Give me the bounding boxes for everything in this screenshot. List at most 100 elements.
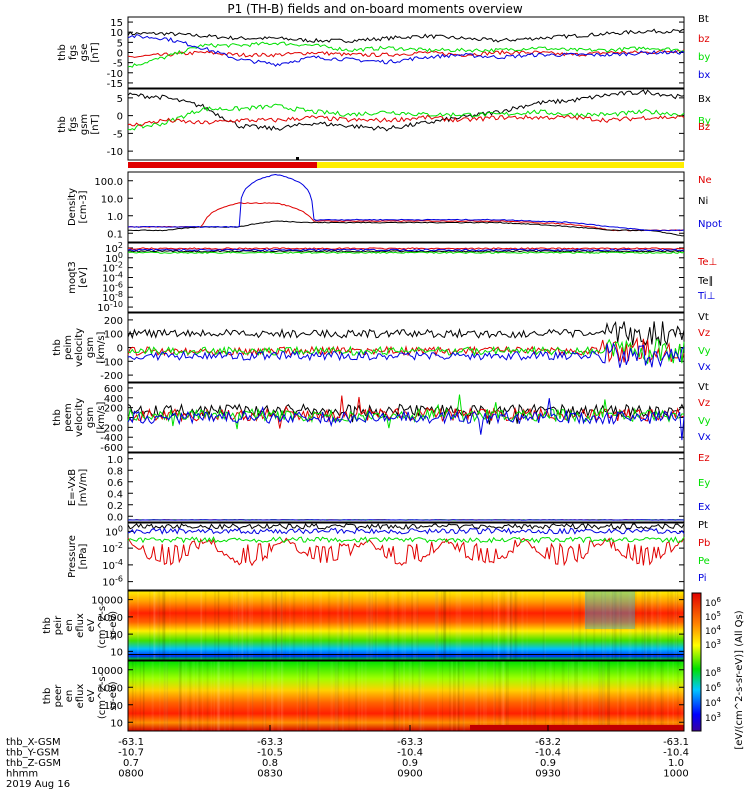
x-row-value: -63.3 <box>257 737 283 748</box>
series-line-Vx <box>127 342 685 368</box>
spectrogram-fill <box>128 591 684 660</box>
y-axis-label: [nPa] <box>78 543 89 569</box>
spectrogram-texture <box>397 661 401 731</box>
spectrogram-texture <box>181 661 185 731</box>
spectrogram-texture <box>501 661 504 731</box>
legend-Ex: Ex <box>698 502 710 513</box>
y-tick-label: 10 <box>110 647 123 658</box>
spectrogram-texture <box>280 661 283 731</box>
spectrogram-texture <box>514 591 517 660</box>
spectrogram-texture <box>289 591 291 660</box>
spectrogram-texture <box>319 591 323 660</box>
x-row-value: 0900 <box>397 769 422 780</box>
spectrogram-texture <box>527 661 529 731</box>
spectrogram-texture <box>284 591 286 660</box>
spectrogram-texture <box>656 591 660 660</box>
y-axis-label: thb <box>57 44 68 61</box>
legend-Bz: Bz <box>698 122 710 133</box>
spectrogram-texture <box>153 591 157 660</box>
panel-frame <box>127 522 685 591</box>
y-tick-label: 1.0 <box>107 212 123 223</box>
y-tick-label: -600 <box>100 443 123 454</box>
x-row-value: -10.5 <box>257 748 283 759</box>
spectrogram-texture <box>298 661 301 731</box>
spectrogram-texture <box>391 591 395 660</box>
spectrogram-texture <box>157 591 161 660</box>
legend-Te∥: Te∥ <box>697 276 714 287</box>
spectrogram-texture <box>248 591 252 660</box>
spectrogram-texture <box>213 661 216 731</box>
x-row-label: thb_Y-GSM <box>6 748 59 759</box>
spectrogram-texture <box>510 591 512 660</box>
spectrogram-texture <box>601 591 604 660</box>
series-line-Vx <box>127 398 685 441</box>
legend-Pt: Pt <box>698 520 708 531</box>
spectrogram-texture <box>521 591 524 660</box>
spectrogram-texture <box>457 661 460 731</box>
colorbar-tick: 106 <box>705 681 721 694</box>
series-line-Pe <box>127 536 685 544</box>
x-row-value: 0.8 <box>262 758 278 769</box>
spectrogram-texture <box>163 591 166 660</box>
spectrogram-texture <box>572 591 574 660</box>
spectrogram-texture <box>398 591 400 660</box>
spectrogram-texture <box>437 591 439 660</box>
y-tick-label: 600 <box>104 384 123 395</box>
legend-Ez: Ez <box>698 453 710 464</box>
spectrogram-texture <box>636 661 639 731</box>
x-row-value: -63.1 <box>663 737 689 748</box>
spectrogram-texture <box>128 591 131 660</box>
spectrogram-texture <box>549 661 552 731</box>
spectrogram-texture <box>398 661 401 731</box>
spectrogram-texture <box>583 591 586 660</box>
spectrogram-texture <box>334 661 337 731</box>
spectrogram-texture <box>443 591 446 660</box>
spectrogram-texture <box>185 591 188 660</box>
spectrogram-texture <box>642 661 645 731</box>
x-row-value: -10.4 <box>397 748 423 759</box>
colorbar-tick: 103 <box>705 638 721 651</box>
spectrogram-texture <box>674 591 676 660</box>
colorbar-strip <box>691 592 702 732</box>
y-tick-label: 100.0 <box>94 177 123 188</box>
spectrogram-texture <box>544 591 546 660</box>
colorbar-tick: 104 <box>705 696 721 709</box>
x-row-value: -10.4 <box>663 748 689 759</box>
spectrogram-texture <box>218 661 221 731</box>
spectrogram-texture <box>274 591 277 660</box>
spectrogram-texture <box>142 661 145 731</box>
spectrogram-texture <box>383 661 386 731</box>
spectrogram-texture <box>435 591 439 660</box>
spectrogram-texture <box>277 661 281 731</box>
spectrogram-texture <box>579 661 583 731</box>
spectrogram-texture <box>416 591 418 660</box>
spectrogram-texture <box>241 591 244 660</box>
x-axis-annotation: thb_X-GSM -63.1 -63.3 -63.3 -63.2 -63.1 thb_Y-… <box>6 725 689 790</box>
spectrogram-texture <box>305 591 307 660</box>
spectrogram-texture <box>507 591 510 660</box>
spectrogram-texture <box>634 591 637 660</box>
y-tick-label: 100 <box>104 330 123 341</box>
y-tick-label: -200 <box>100 371 123 382</box>
spectrogram-texture <box>493 661 496 731</box>
y-axis-label: peer <box>53 684 64 708</box>
spectrogram-texture <box>602 661 606 731</box>
legend-Bt: Bt <box>698 14 709 25</box>
spectrogram-texture <box>201 661 204 731</box>
x-row-label: hhmm <box>6 769 38 780</box>
legend-Bx: Bx <box>698 94 711 105</box>
y-tick-label: 200 <box>104 316 123 327</box>
panel-8: 100 10-2 10-4 10-6 Pressure [nPa] Pt Pb Pe Pi <box>67 520 710 591</box>
spectrogram-texture <box>578 591 582 660</box>
spectrogram-texture <box>418 661 421 731</box>
spectrogram-texture <box>336 661 340 731</box>
y-tick-label: 0.8 <box>107 466 123 477</box>
spectrogram-texture <box>618 591 621 660</box>
spectrogram-texture <box>506 591 510 660</box>
spectrogram-texture <box>480 661 482 731</box>
spectrogram-texture <box>614 591 617 660</box>
y-axis-label: gsm <box>85 337 96 358</box>
y-tick-label: 400 <box>104 394 123 405</box>
spectrogram-texture <box>435 591 438 660</box>
